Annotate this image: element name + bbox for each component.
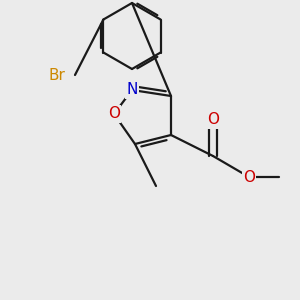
Text: N: N bbox=[126, 82, 138, 98]
Text: O: O bbox=[207, 112, 219, 128]
Text: O: O bbox=[243, 169, 255, 184]
Text: O: O bbox=[108, 106, 120, 122]
Text: Br: Br bbox=[49, 68, 65, 82]
